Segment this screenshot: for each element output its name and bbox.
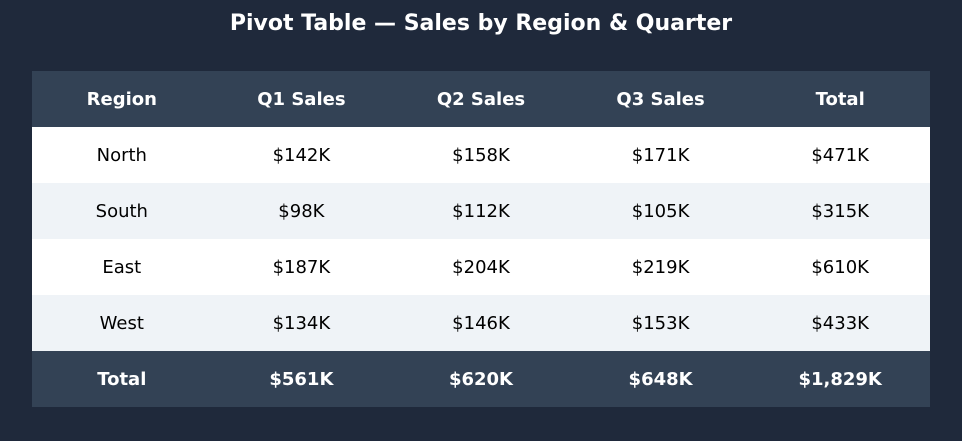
table-cell-q2: $158K xyxy=(452,144,510,166)
table-cell-total: $471K xyxy=(811,144,869,166)
table-header-row: Region Q1 Sales Q2 Sales Q3 Sales Total xyxy=(32,71,930,127)
total-row-label: Total xyxy=(97,368,147,390)
table-cell-q3: $153K xyxy=(631,312,690,334)
table-cell-q2: $146K xyxy=(452,312,510,334)
table-cell-region: South xyxy=(95,200,148,222)
table-cell-q1: $98K xyxy=(278,200,325,222)
table-cell-total: $610K xyxy=(811,256,869,278)
table-cell-q2: $112K xyxy=(452,200,510,222)
total-row-grand-total: $1,829K xyxy=(798,368,882,390)
table-cell-q1: $142K xyxy=(272,144,331,166)
column-header-q1: Q1 Sales xyxy=(257,88,346,110)
table-row: South $98K $112K $105K $315K xyxy=(32,183,930,239)
table-cell-q1: $134K xyxy=(272,312,331,334)
table-cell-q3: $171K xyxy=(631,144,690,166)
table-cell-q3: $219K xyxy=(631,256,690,278)
table-cell-q1: $187K xyxy=(272,256,331,278)
table-cell-q2: $204K xyxy=(452,256,510,278)
table-row: East $187K $204K $219K $610K xyxy=(32,239,930,295)
total-row-q3: $648K xyxy=(628,368,693,390)
table-total-row: Total $561K $620K $648K $1,829K xyxy=(32,351,930,407)
table-row: North $142K $158K $171K $471K xyxy=(32,127,930,183)
column-header-q2: Q2 Sales xyxy=(436,88,526,110)
table-row: West $134K $146K $153K $433K xyxy=(32,295,930,351)
table-cell-region: East xyxy=(102,256,142,278)
table-cell-total: $315K xyxy=(811,200,869,222)
column-header-q3: Q3 Sales xyxy=(616,88,705,110)
table-cell-region: West xyxy=(99,312,144,334)
table-cell-q3: $105K xyxy=(631,200,690,222)
pivot-table: Region Q1 Sales Q2 Sales Q3 Sales Total … xyxy=(32,71,930,407)
table-cell-total: $433K xyxy=(811,312,869,334)
page-title: Pivot Table — Sales by Region & Quarter xyxy=(229,11,733,36)
column-header-total: Total xyxy=(815,88,865,110)
column-header-region: Region xyxy=(86,88,157,110)
table-cell-region: North xyxy=(96,144,147,166)
total-row-q1: $561K xyxy=(269,368,334,390)
total-row-q2: $620K xyxy=(448,368,513,390)
